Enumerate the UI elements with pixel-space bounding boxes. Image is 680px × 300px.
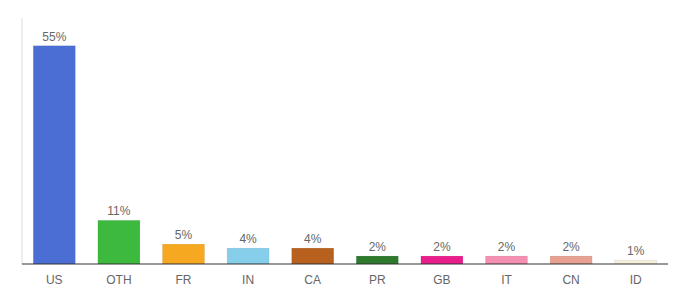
bar xyxy=(550,256,592,264)
bar xyxy=(421,256,463,264)
chart: 55% 11% 5% 4% 4% 2% 2% 2% 2% 1% US OTH FR IN CA PR GB IT C… xyxy=(0,0,680,300)
data-label: 5% xyxy=(175,228,193,242)
chart-container: 55% 11% 5% 4% 4% 2% 2% 2% 2% 1% US OTH FR IN CA PR GB IT C… xyxy=(0,0,680,300)
data-label: 2% xyxy=(433,240,451,254)
data-label: 2% xyxy=(498,240,516,254)
bar xyxy=(227,248,269,264)
bar xyxy=(33,46,75,264)
bar xyxy=(292,248,334,264)
x-tick-label: FR xyxy=(176,273,192,287)
bar xyxy=(356,256,398,264)
data-label: 4% xyxy=(239,232,257,246)
x-axis-line xyxy=(22,263,668,264)
x-tick-label: US xyxy=(46,273,63,287)
data-label: 2% xyxy=(562,240,580,254)
bar xyxy=(98,220,140,264)
x-tick-label: CN xyxy=(562,273,579,287)
x-tick-label: GB xyxy=(433,273,450,287)
data-label: 4% xyxy=(304,232,322,246)
bars xyxy=(33,46,656,264)
x-tick-label: IT xyxy=(501,273,512,287)
data-label: 2% xyxy=(369,240,387,254)
bar xyxy=(486,256,528,264)
x-tick-label: PR xyxy=(369,273,386,287)
data-label: 1% xyxy=(627,244,645,258)
x-tick-label: IN xyxy=(242,273,254,287)
x-tick-label: OTH xyxy=(106,273,131,287)
data-label: 55% xyxy=(42,30,66,44)
y-axis-line xyxy=(22,18,23,264)
data-label: 11% xyxy=(107,204,130,218)
bar xyxy=(163,244,205,264)
x-tick-label: CA xyxy=(304,273,321,287)
x-tick-label: ID xyxy=(630,273,642,287)
